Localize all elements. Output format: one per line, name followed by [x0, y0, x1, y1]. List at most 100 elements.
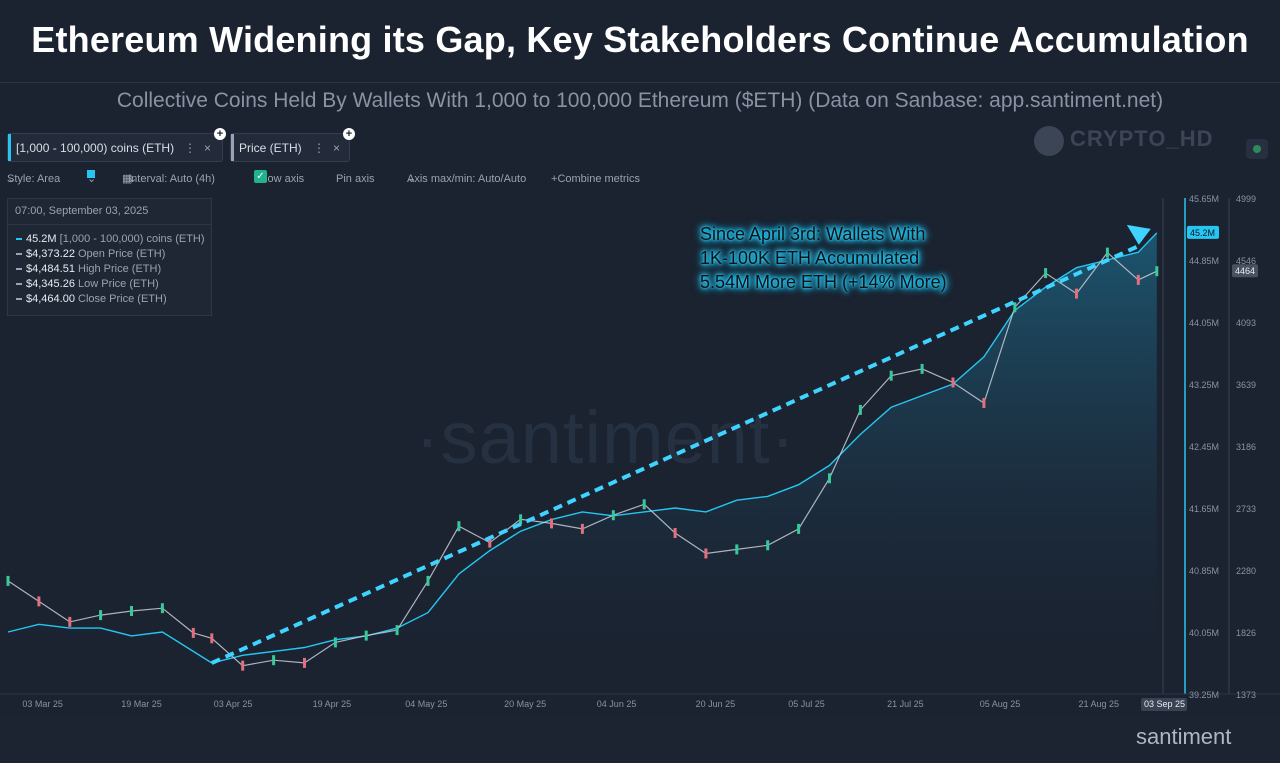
brand-watermark: CRYPTO_HD	[1070, 126, 1214, 151]
x-tick-label: 03 Apr 25	[214, 699, 253, 709]
y-left-tick-label: 44.85M	[1189, 256, 1219, 266]
price-candle	[982, 398, 986, 408]
price-candle	[1136, 274, 1140, 285]
annotation-line: Since April 3rd: Wallets With	[700, 224, 926, 244]
price-candle	[951, 377, 955, 388]
color-swatch	[87, 170, 95, 178]
y-right-tick-label: 3639	[1236, 380, 1256, 390]
holder-line	[7, 232, 1158, 664]
tooltip-row: 45.2M [1,000 - 100,000) coins (ETH)	[16, 232, 205, 246]
price-candle	[488, 537, 492, 548]
price-candle	[858, 404, 862, 415]
price-candle	[642, 499, 646, 510]
x-tick-label: 21 Jul 25	[887, 699, 924, 709]
santiment-logo: santiment	[1136, 724, 1232, 749]
price-candle	[611, 510, 615, 521]
price-candle	[1013, 302, 1017, 313]
price-candle	[37, 596, 41, 607]
tab-close-icon[interactable]: ×	[204, 141, 212, 155]
y-right-tick-label: 4546	[1236, 256, 1256, 266]
pin-axis-toggle[interactable]: Pin axis	[336, 173, 375, 185]
tooltip-timestamp: 07:00, September 03, 2025	[15, 205, 149, 217]
price-candle	[1044, 268, 1048, 279]
tab-holder-metric[interactable]: [1,000 - 100,000) coins (ETH) ⋮ ×	[7, 133, 223, 162]
price-candle	[241, 660, 245, 671]
price-candle	[797, 523, 801, 534]
color-picker[interactable]: ⌄	[87, 170, 96, 188]
y-left-tick-label: 41.65M	[1189, 504, 1219, 514]
x-last-label: 03 Sep 25	[1144, 699, 1185, 709]
price-candle	[704, 548, 708, 559]
x-tick-label: 05 Jul 25	[788, 699, 825, 709]
tooltip-divider	[8, 224, 211, 225]
annotation-line: 5.54M More ETH (+14% More)	[700, 272, 947, 292]
range-navigator[interactable]	[0, 716, 1280, 763]
tab-label: Price (ETH)	[239, 141, 302, 155]
price-candle	[735, 544, 739, 555]
price-candle	[673, 528, 677, 538]
y-right-tick-label: 1373	[1236, 690, 1256, 700]
trendline-arrow	[1126, 224, 1151, 245]
y-right-tick-label: 1826	[1236, 628, 1256, 638]
price-candle	[160, 603, 164, 614]
price-candle	[333, 637, 337, 648]
live-toggle-icon[interactable]	[1246, 139, 1268, 159]
price-candle	[920, 363, 924, 374]
tooltip-row: $4,345.26 Low Price (ETH)	[16, 277, 159, 291]
combine-metrics-button[interactable]: + Combine metrics	[551, 173, 640, 185]
price-candle	[364, 630, 368, 641]
chart-watermark: ·santiment·	[415, 396, 797, 479]
price-candle	[426, 575, 430, 586]
current-holder-label: 45.2M	[1190, 228, 1215, 238]
x-last-badge	[1141, 698, 1187, 711]
x-tick-label: 04 May 25	[405, 699, 447, 709]
price-candle	[766, 540, 770, 551]
y-left-tick-label: 45.65M	[1189, 194, 1219, 204]
y-left-tick-label: 44.05M	[1189, 318, 1219, 328]
price-candle	[99, 610, 103, 621]
add-metric-icon[interactable]: +	[343, 128, 355, 140]
interval-dropdown[interactable]: ▦ Interval: Auto (4h) ⌄	[122, 170, 215, 188]
axis-minmax-dropdown[interactable]: Axis max/min: Auto/Auto ⌄	[407, 173, 527, 185]
current-holder-badge	[1187, 225, 1219, 239]
price-candle	[550, 518, 553, 529]
y-right-tick-label: 2733	[1236, 504, 1256, 514]
style-dropdown[interactable]: Style: Area ⌄	[7, 173, 61, 185]
price-candle	[889, 370, 893, 381]
y-left-tick-label: 42.45M	[1189, 442, 1219, 452]
tooltip-row: $4,464.00 Close Price (ETH)	[16, 292, 167, 306]
price-candle	[68, 616, 72, 627]
price-candle	[1155, 266, 1159, 277]
price-candle	[828, 473, 831, 484]
current-price-badge	[1232, 264, 1258, 278]
price-candle	[1075, 288, 1078, 299]
calendar-icon: ▦	[122, 173, 133, 185]
price-candle	[303, 657, 306, 668]
x-tick-label: 05 Aug 25	[980, 699, 1021, 709]
page-title: Ethereum Widening its Gap, Key Stakehold…	[31, 19, 1249, 60]
tab-close-icon[interactable]: ×	[333, 141, 341, 155]
chart-canvas[interactable]: 45.65M 44.85M 44.05M 43.25M 42.45M 41.65M 40.8…	[0, 190, 1280, 716]
price-candle	[580, 523, 584, 534]
holder-area	[8, 232, 1157, 694]
price-candle	[191, 627, 195, 638]
chart-tooltip: 07:00, September 03, 2025 45.2M [1,000 -…	[7, 198, 212, 316]
tab-price-metric[interactable]: Price (ETH) ⋮ ×	[230, 133, 350, 162]
tab-color-bar	[231, 134, 234, 161]
y-right-tick-label: 4093	[1236, 318, 1256, 328]
tab-label: [1,000 - 100,000) coins (ETH)	[16, 141, 175, 155]
checkmark-icon: ✓	[254, 170, 267, 183]
price-candle	[457, 521, 461, 532]
tab-menu-icon[interactable]: ⋮	[184, 141, 196, 155]
annotation-line: 1K-100K ETH Accumulated	[700, 248, 920, 268]
add-metric-icon[interactable]: +	[214, 128, 226, 140]
tab-menu-icon[interactable]: ⋮	[313, 141, 325, 155]
y-left-tick-label: 43.25M	[1189, 380, 1219, 390]
x-tick-label: 04 Jun 25	[597, 699, 637, 709]
x-tick-label: 19 Mar 25	[121, 699, 162, 709]
chart-annotation: Since April 3rd: Wallets With 1K-100K ET…	[700, 222, 947, 294]
price-candle	[6, 575, 10, 586]
page-subtitle: Collective Coins Held By Wallets With 1,…	[116, 89, 1164, 112]
current-price-label: 4464	[1235, 266, 1255, 276]
telegram-icon	[1034, 126, 1064, 156]
